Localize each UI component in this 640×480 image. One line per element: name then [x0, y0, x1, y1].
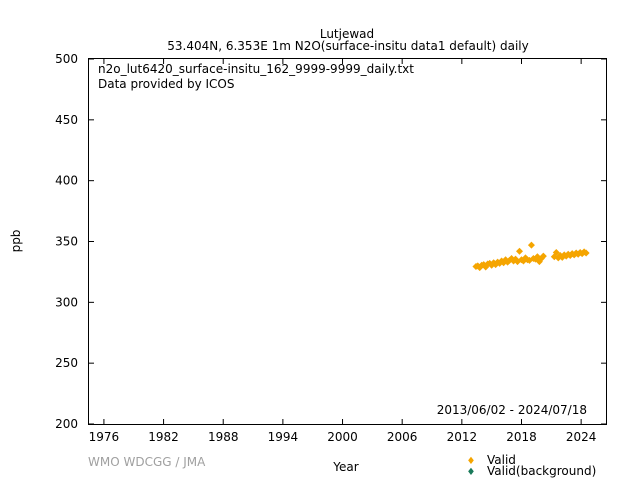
- x-tick-label: 2018: [506, 430, 537, 444]
- x-tick-label: 2006: [387, 430, 418, 444]
- data-point: [539, 252, 547, 260]
- y-tick-label: 300: [55, 295, 78, 309]
- legend-marker-background: ♦: [467, 467, 476, 478]
- provider-label: Data provided by ICOS: [98, 77, 234, 91]
- y-tick-label: 400: [55, 174, 78, 188]
- credit-label: WMO WDCGG / JMA: [88, 455, 206, 469]
- y-tick-label: 200: [55, 417, 78, 431]
- data-point: [537, 255, 545, 263]
- y-tick-label: 500: [55, 52, 78, 66]
- data-point: [552, 248, 560, 256]
- y-axis: 200 250 300 350 400 450 500: [55, 52, 606, 431]
- x-tick-label: 2000: [327, 430, 358, 444]
- date-range-label: 2013/06/02 - 2024/07/18: [437, 403, 587, 417]
- chart-title: Lutjewad: [320, 27, 374, 41]
- data-point: [508, 255, 516, 263]
- legend: ♦ Valid ♦ Valid(background): [467, 453, 597, 478]
- legend-label-background: Valid(background): [487, 464, 596, 478]
- data-point: [554, 254, 562, 262]
- x-tick-label: 2024: [566, 430, 597, 444]
- data-series-valid: [472, 241, 590, 272]
- data-point: [516, 247, 524, 255]
- y-tick-label: 450: [55, 113, 78, 127]
- legend-label-valid: Valid: [487, 453, 516, 467]
- chart-subtitle: 53.404N, 6.353E 1m N2O(surface-insitu da…: [167, 39, 529, 53]
- plot-area: [88, 58, 607, 425]
- data-point: [582, 249, 590, 257]
- y-tick-label: 250: [55, 356, 78, 370]
- filename-label: n2o_lut6420_surface-insitu_162_9999-9999…: [98, 62, 414, 76]
- x-tick-label: 1976: [89, 430, 120, 444]
- x-axis-label: Year: [332, 460, 358, 474]
- y-tick-label: 350: [55, 235, 78, 249]
- x-tick-label: 2012: [447, 430, 478, 444]
- x-axis: 1976 1982 1988 1994 2000 2006 2012 2018 2024: [89, 59, 597, 444]
- legend-marker-valid: ♦: [467, 456, 476, 467]
- y-axis-label: ppb: [9, 230, 23, 253]
- x-tick-label: 1988: [208, 430, 239, 444]
- data-point: [558, 253, 566, 261]
- data-point: [527, 241, 535, 249]
- x-tick-label: 1982: [148, 430, 179, 444]
- data-point: [506, 256, 514, 264]
- x-tick-label: 1994: [268, 430, 299, 444]
